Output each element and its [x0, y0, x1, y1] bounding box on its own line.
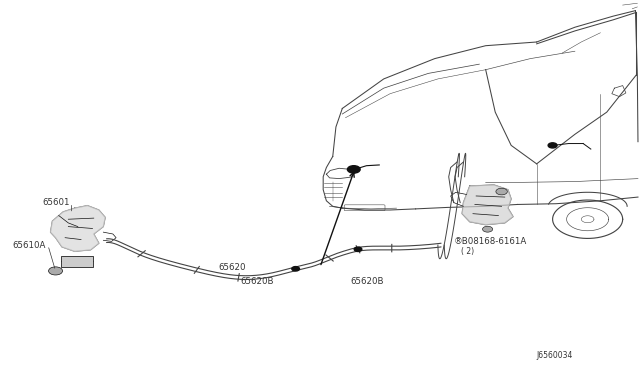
Circle shape [348, 166, 360, 173]
Polygon shape [51, 206, 105, 251]
Circle shape [292, 267, 300, 271]
Text: 65620B: 65620B [351, 278, 384, 286]
Text: J6560034: J6560034 [537, 351, 573, 360]
Text: 65601: 65601 [43, 198, 70, 207]
Circle shape [483, 226, 493, 232]
Circle shape [354, 247, 362, 251]
Circle shape [548, 143, 557, 148]
Text: ( 2): ( 2) [461, 247, 475, 256]
Circle shape [49, 267, 63, 275]
Polygon shape [462, 185, 513, 225]
Circle shape [496, 188, 508, 195]
Text: ®B08168-6161A: ®B08168-6161A [454, 237, 527, 246]
FancyBboxPatch shape [61, 256, 93, 267]
Text: 65620B: 65620B [241, 278, 274, 286]
Text: 65610A: 65610A [13, 241, 46, 250]
Text: 65620: 65620 [218, 263, 246, 272]
